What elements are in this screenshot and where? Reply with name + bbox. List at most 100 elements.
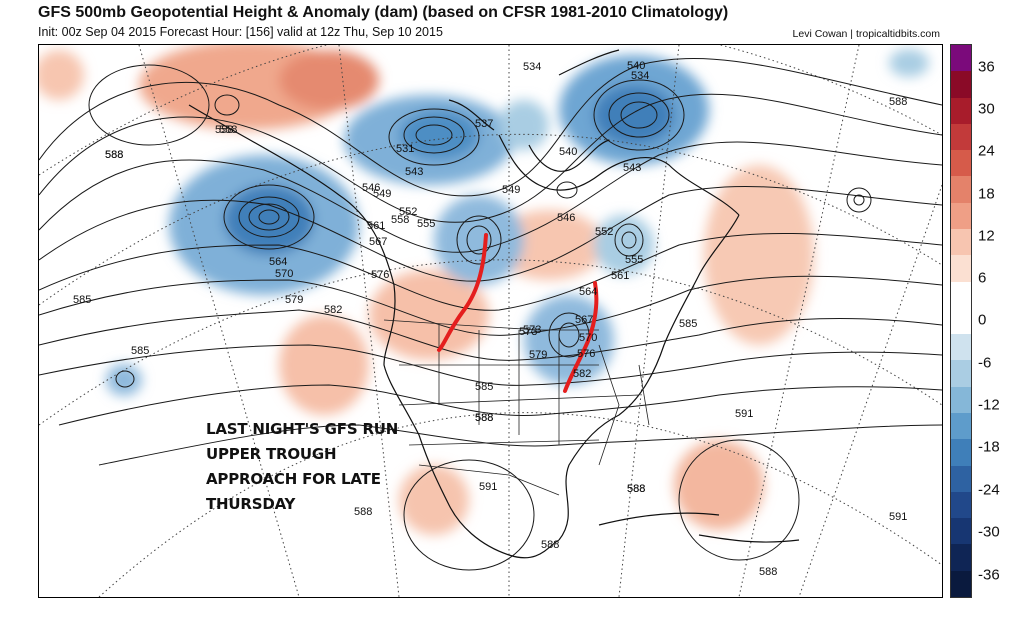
colorbar-segment (951, 570, 971, 598)
colorbar-tick: 6 (978, 269, 987, 287)
colorbar-tick: 18 (978, 185, 995, 203)
map-panel: 540 534 534 537 540 543 531 543 546 549 … (38, 44, 943, 598)
contour-label: 543 (623, 162, 641, 174)
contour-label: 567 (369, 236, 387, 248)
annotation-line: THURSDAY (206, 495, 296, 513)
contour-label: 588 (354, 506, 372, 518)
colorbar-tick: -6 (978, 354, 992, 372)
colorbar-segment (951, 413, 971, 440)
contour-label: 561 (367, 220, 385, 232)
contour-label: 549 (373, 188, 391, 200)
contour-label: 582 (573, 368, 591, 380)
contour-label: 534 (631, 70, 649, 82)
contour-label: 540 (559, 146, 577, 158)
colorbar-segment (951, 176, 971, 204)
colorbar-tick: -24 (978, 481, 1000, 499)
contour-label: 576 (577, 348, 595, 360)
contour-label: 570 (275, 268, 293, 280)
contour-label: 570 (579, 332, 597, 344)
contour-label: 579 (285, 294, 303, 306)
contour-label: 534 (523, 61, 541, 73)
contour-label: 537 (475, 118, 493, 130)
colorbar-segment (951, 71, 971, 99)
credit-text: Levi Cowan | tropicaltidbits.com (792, 28, 940, 40)
colorbar-tick: -30 (978, 523, 1000, 541)
colorbar (950, 44, 972, 598)
contour-label: 582 (324, 304, 342, 316)
contour-label: 588 (475, 412, 493, 424)
colorbar-segment (951, 386, 971, 414)
contour-label: 585 (475, 381, 493, 393)
latlon-grid (39, 45, 942, 597)
contour-label: 585 (73, 294, 91, 306)
colorbar-tick: -12 (978, 396, 1000, 414)
contour-labels: 540 534 534 537 540 543 531 543 546 549 … (73, 60, 907, 578)
contour-label: 561 (611, 270, 629, 282)
colorbar-tick: 24 (978, 142, 995, 160)
colorbar-segment (951, 334, 971, 361)
contour-label: 573 (523, 324, 541, 336)
trough-markers (437, 233, 599, 393)
colorbar-segment (951, 491, 971, 519)
contour-label: 588 (627, 483, 645, 495)
contour-label: 546 (362, 182, 380, 194)
contour-label: 549 (502, 184, 520, 196)
colorbar-tick: 0 (978, 311, 987, 329)
contour-label: 558 (391, 214, 409, 226)
contour-label: 588 (105, 149, 123, 161)
contour-label: 543 (405, 166, 423, 178)
colorbar-tick: -36 (978, 566, 1000, 584)
colorbar-segment (951, 281, 971, 309)
contour-label: 588 (627, 483, 645, 495)
contour-label: 588 (759, 566, 777, 578)
contour-label: 588 (475, 412, 493, 424)
colorbar-segment (951, 360, 971, 388)
contour-label: 555 (417, 218, 435, 230)
map-canvas: 540 534 534 537 540 543 531 543 546 549 … (39, 45, 942, 597)
height-contours (39, 58, 942, 571)
contour-label: 567 (575, 314, 593, 326)
colorbar-segment (951, 255, 971, 283)
contour-label: 588 (541, 539, 559, 551)
colorbar-segment (951, 229, 971, 256)
borders (383, 319, 650, 496)
colorbar-tick: 36 (978, 58, 995, 76)
contour-label: 546 (557, 212, 575, 224)
colorbar-segment (951, 518, 971, 545)
contour-label: 558 (215, 124, 233, 136)
annotation-text: LAST NIGHT'S GFS RUN UPPER TROUGH APPROA… (206, 417, 398, 517)
colorbar-segment (951, 123, 971, 151)
annotation-line: LAST NIGHT'S GFS RUN (206, 420, 399, 438)
map-subtitle: Init: 00z Sep 04 2015 Forecast Hour: [15… (38, 25, 443, 39)
contour-label: 585 (679, 318, 697, 330)
contour-label: 564 (269, 256, 287, 268)
contour-label: 591 (889, 511, 907, 523)
colorbar-tick: -18 (978, 438, 1000, 456)
contour-label: 540 (627, 60, 645, 72)
annotation-line: UPPER TROUGH (206, 445, 337, 463)
colorbar-segment (951, 150, 971, 177)
colorbar-segment (951, 97, 971, 125)
annotation-line: APPROACH FOR LATE (206, 470, 381, 488)
contour-label: 555 (625, 254, 643, 266)
colorbar-segment (951, 307, 971, 335)
contour-label: 591 (479, 481, 497, 493)
contour-label: 591 (735, 408, 753, 420)
contour-label: 552 (399, 206, 417, 218)
contour-label: 576 (371, 269, 389, 281)
contour-label: 552 (595, 226, 613, 238)
colorbar-segment (951, 544, 971, 572)
colorbar-tick: 30 (978, 100, 995, 118)
map-title: GFS 500mb Geopotential Height & Anomaly … (38, 4, 729, 21)
contour-label: 579 (529, 349, 547, 361)
contour-label: 585 (131, 345, 149, 357)
colorbar-tick: 12 (978, 227, 995, 245)
anomaly-shading (39, 45, 929, 535)
colorbar-segment (951, 439, 971, 467)
contour-label: 573 (519, 326, 537, 338)
contour-label: 531 (396, 143, 414, 155)
contour-label: 558 (219, 124, 237, 136)
contour-label: 588 (105, 149, 123, 161)
colorbar-segment (951, 45, 971, 72)
contour-label: 588 (889, 96, 907, 108)
